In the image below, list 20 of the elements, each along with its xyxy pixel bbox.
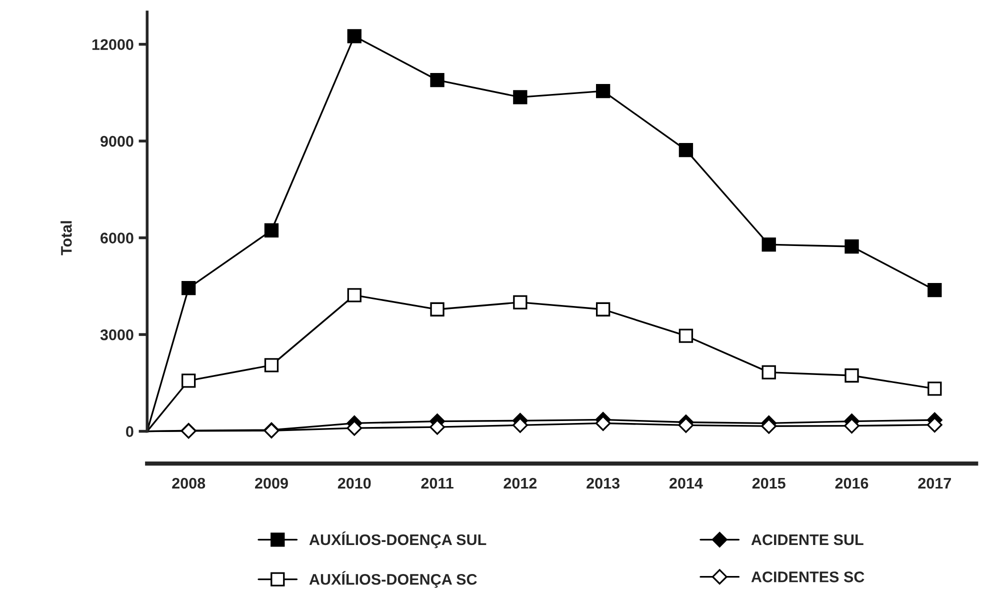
x-tick-label: 2008 xyxy=(172,478,206,489)
y-tick-label: 6000 xyxy=(100,232,134,244)
x-tick-label: 2012 xyxy=(504,478,537,489)
x-tick-label: 2011 xyxy=(421,478,454,489)
x-tick-label: 2013 xyxy=(586,478,620,489)
y-tick-label: 9000 xyxy=(100,136,134,147)
x-tick-label: 2009 xyxy=(255,478,288,489)
legend-label: AUXÍLIOS-DOENÇA SC xyxy=(309,571,477,588)
x-tick-label: 2010 xyxy=(338,478,371,489)
y-axis-title: Total xyxy=(60,221,72,256)
y-tick-label: 3000 xyxy=(100,329,134,340)
x-tick-label: 2017 xyxy=(918,478,951,489)
y-tick-label: 0 xyxy=(126,426,134,437)
x-tick-label: 2016 xyxy=(835,478,868,489)
legend-label: ACIDENTE SUL xyxy=(751,534,864,546)
x-tick-label: 2014 xyxy=(670,478,703,489)
x-tick-label: 2015 xyxy=(752,478,786,489)
y-tick-label: 12000 xyxy=(92,39,134,50)
legend-label: AUXÍLIOS-DOENÇA SUL xyxy=(309,531,486,548)
legend-label: ACIDENTES SC xyxy=(751,572,864,582)
